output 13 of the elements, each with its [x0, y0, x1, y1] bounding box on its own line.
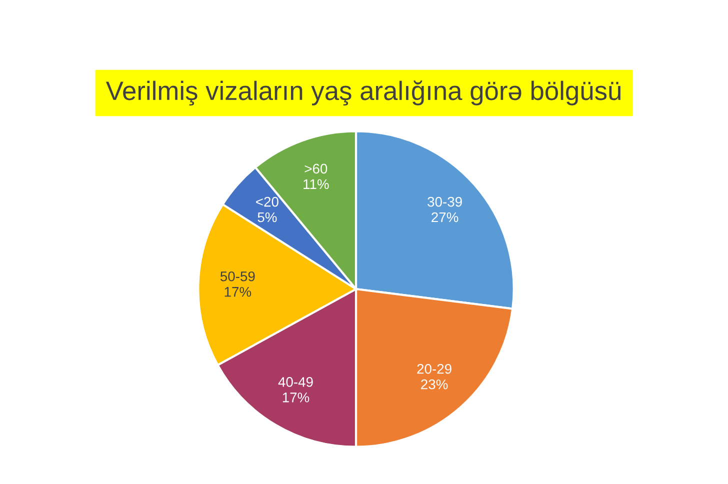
data-label: 23% — [421, 379, 448, 390]
data-label: 17% — [282, 392, 310, 402]
slice-label: 30-39 — [428, 196, 462, 207]
slice-label: 50-59 — [220, 271, 255, 282]
slice-label: >60 — [304, 164, 328, 174]
chart-title: Verilmiş vizaların yaş aralığına görə bölgüsü — [106, 80, 620, 106]
data-label: 5% — [258, 212, 277, 222]
slice-label: <20 — [256, 196, 278, 207]
data-label: 11% — [304, 179, 329, 190]
data-label: 17% — [224, 286, 252, 297]
slice-label: 40-49 — [278, 377, 313, 387]
slice-label: 20-29 — [417, 364, 452, 374]
data-label: 27% — [432, 212, 458, 222]
